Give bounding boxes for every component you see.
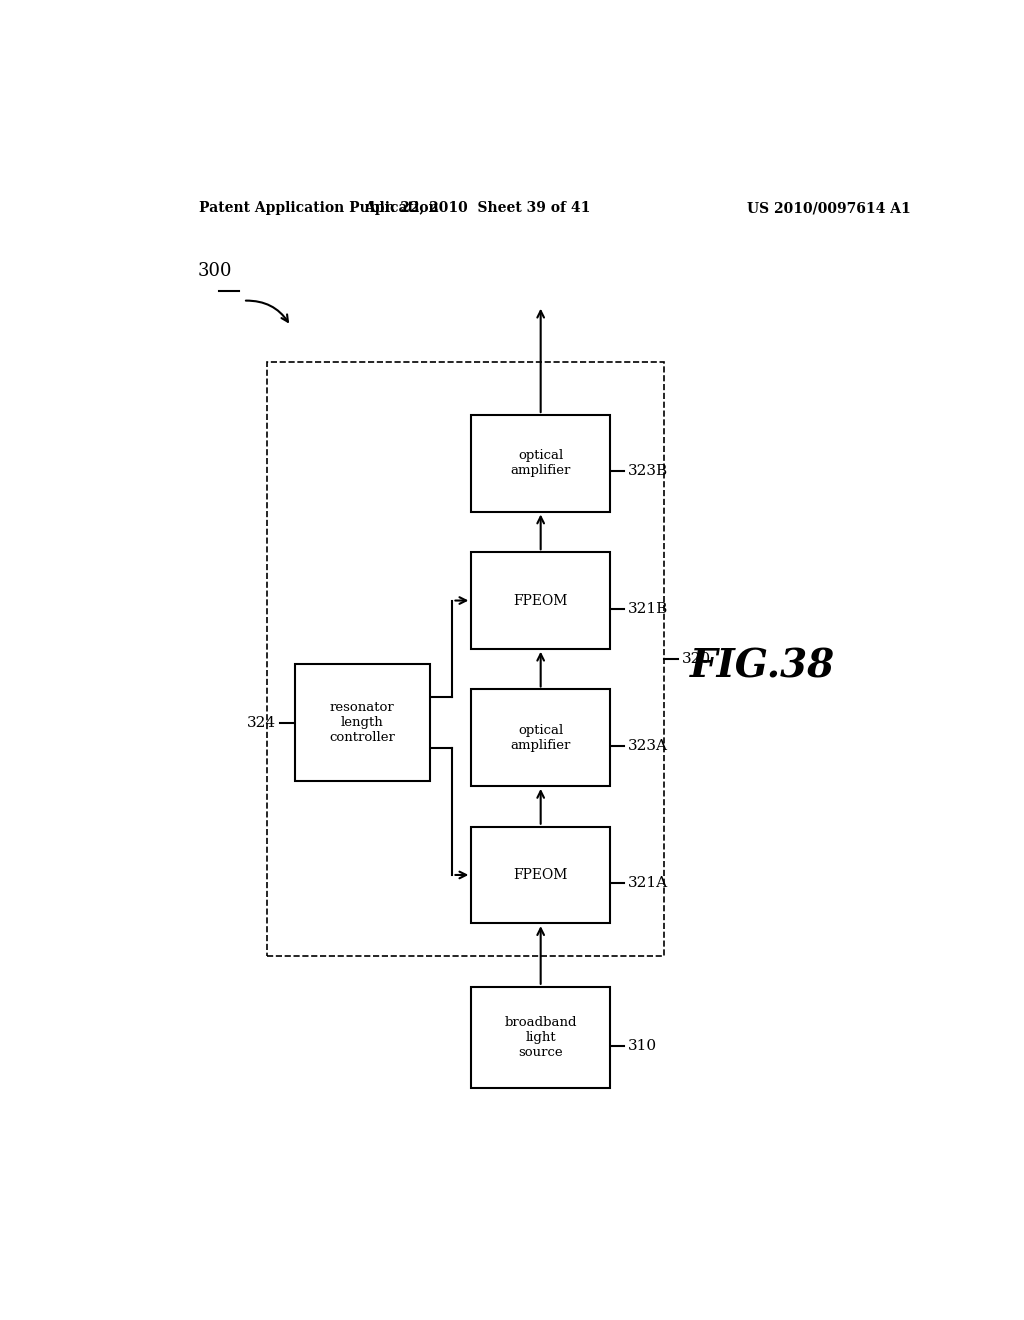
Text: Patent Application Publication: Patent Application Publication — [200, 201, 439, 215]
Bar — [295, 664, 430, 781]
Text: Apr. 22, 2010  Sheet 39 of 41: Apr. 22, 2010 Sheet 39 of 41 — [364, 201, 591, 215]
Text: FPEOM: FPEOM — [513, 594, 568, 607]
Text: resonator
length
controller: resonator length controller — [329, 701, 395, 744]
Text: 310: 310 — [629, 1039, 657, 1053]
Text: broadband
light
source: broadband light source — [505, 1016, 577, 1059]
Bar — [471, 689, 610, 785]
Bar — [267, 362, 664, 956]
Text: FIG.38: FIG.38 — [690, 648, 836, 685]
Text: 323B: 323B — [629, 465, 669, 478]
Text: 324: 324 — [247, 715, 276, 730]
Text: 320: 320 — [682, 652, 711, 667]
Bar — [471, 987, 610, 1089]
Bar — [471, 414, 610, 512]
Text: optical
amplifier: optical amplifier — [511, 449, 570, 478]
Bar — [471, 552, 610, 649]
Bar — [471, 826, 610, 923]
Text: 321B: 321B — [629, 602, 669, 615]
Text: 321A: 321A — [629, 876, 669, 890]
Text: US 2010/0097614 A1: US 2010/0097614 A1 — [748, 201, 910, 215]
Text: optical
amplifier: optical amplifier — [511, 723, 570, 752]
Text: 323A: 323A — [629, 739, 669, 752]
Text: FPEOM: FPEOM — [513, 869, 568, 882]
Text: 300: 300 — [198, 263, 232, 280]
